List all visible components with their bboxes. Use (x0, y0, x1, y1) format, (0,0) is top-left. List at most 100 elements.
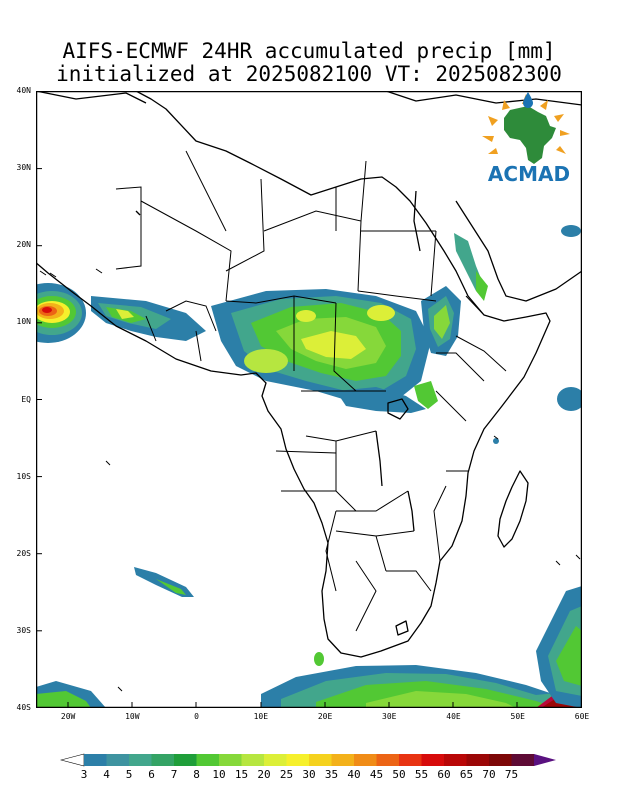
colorbar-label: 7 (170, 768, 178, 781)
map-title-line2: initialized at 2025082100 VT: 2025082300 (56, 62, 562, 86)
colorbar-segment (466, 754, 490, 766)
lon-label: 40E (446, 712, 461, 721)
colorbar-max-arrow (534, 754, 556, 766)
colorbar-label: 30 (302, 768, 316, 781)
precip-area (134, 567, 194, 597)
precip-area (156, 579, 186, 595)
lon-label: 20E (317, 712, 333, 721)
colorbar-segment (219, 754, 242, 766)
colorbar-label: 35 (324, 768, 339, 781)
colorbar-segment (511, 754, 535, 766)
colorbar (60, 753, 556, 767)
colorbar-segment (106, 754, 130, 766)
precip-area (493, 438, 499, 444)
colorbar-segment (331, 754, 355, 766)
colorbar-label: 4 (103, 768, 110, 781)
colorbar-segment (196, 754, 220, 766)
precip-area (367, 305, 395, 321)
colorbar-segment (264, 754, 287, 766)
precip-shading (36, 225, 582, 708)
precip-area (314, 652, 324, 666)
colorbar-segment (399, 754, 422, 766)
country-borders (115, 150, 507, 632)
colorbar-segment (376, 754, 400, 766)
ray (482, 136, 494, 142)
lat-label: 10N (16, 317, 31, 327)
colorbar-segment (354, 754, 377, 766)
colorbar-label: 5 (125, 768, 133, 781)
precip-area (36, 691, 91, 708)
colorbar-label: 70 (482, 768, 496, 781)
acmad-logo: ACMAD (482, 92, 570, 184)
lat-label: 40S (16, 703, 31, 712)
colorbar-segment (84, 754, 107, 766)
lon-label: 0 (194, 712, 199, 721)
precip-area (116, 309, 134, 319)
colorbar-label: 45 (369, 768, 384, 781)
ray (556, 146, 566, 154)
map-frame (36, 91, 582, 708)
lon-label: 10E (253, 712, 269, 721)
precip-area (366, 691, 516, 708)
precip-area (476, 271, 488, 301)
colorbar-label: 50 (392, 768, 406, 781)
colorbar-label: 25 (279, 768, 294, 781)
precip-area (42, 307, 52, 313)
colorbar-label: 3 (80, 768, 88, 781)
precip-area (414, 381, 438, 409)
colorbar-segment (489, 754, 512, 766)
water-drop-icon (523, 92, 533, 108)
lat-label: 30S (16, 625, 31, 635)
colorbar-label: 6 (148, 768, 155, 781)
colorbar-label: 15 (234, 768, 249, 781)
ray (540, 100, 548, 110)
lat-label: 20S (16, 548, 31, 558)
colorbar-label: 65 (459, 768, 474, 781)
lon-label: 10W (125, 712, 140, 721)
precip-map (36, 91, 582, 708)
lon-label: 60E (574, 712, 590, 721)
colorbar-segment (444, 754, 467, 766)
map-title-line1: AIFS-ECMWF 24HR accumulated precip [mm] (62, 39, 556, 63)
ray (560, 130, 570, 136)
precip-area (301, 331, 366, 359)
colorbar-label: 75 (504, 768, 519, 781)
precip-area (556, 626, 582, 686)
lat-label: 20N (16, 240, 31, 250)
lat-label: 10S (16, 471, 31, 481)
colorbar-label: 60 (437, 768, 451, 781)
small-islands (39, 268, 581, 692)
ray (488, 116, 498, 126)
lat-label: 40N (16, 86, 31, 95)
colorbar-segment (241, 754, 265, 766)
colorbar-label: 20 (257, 768, 271, 781)
colorbar-segment (421, 754, 445, 766)
colorbar-segment (309, 754, 332, 766)
colorbar-segment (286, 754, 310, 766)
precip-area (557, 387, 582, 411)
lat-label: 30N (16, 163, 31, 173)
ray (488, 148, 498, 154)
colorbar-label: 55 (414, 768, 429, 781)
colorbar-segment (129, 754, 152, 766)
colorbar-segment (174, 754, 197, 766)
lon-label: 50E (510, 712, 525, 721)
precip-area (244, 349, 288, 373)
precip-area (434, 305, 450, 339)
lat-label: EQ (21, 394, 31, 404)
axis-ticks (36, 91, 518, 708)
colorbar-label: 10 (212, 768, 226, 781)
acmad-logo-text: ACMAD (488, 162, 570, 184)
colorbar-label: 8 (193, 768, 200, 781)
ray (554, 114, 564, 122)
africa-continent-icon (504, 106, 556, 164)
colorbar-min-arrow (60, 753, 85, 767)
precip-area (296, 310, 316, 322)
precip-area (336, 387, 426, 413)
colorbar-segment (151, 754, 175, 766)
colorbar-label: 40 (347, 768, 361, 781)
lon-label: 30E (382, 712, 397, 721)
precip-area (561, 225, 581, 237)
ray (502, 100, 510, 110)
lon-label: 20W (60, 712, 76, 721)
